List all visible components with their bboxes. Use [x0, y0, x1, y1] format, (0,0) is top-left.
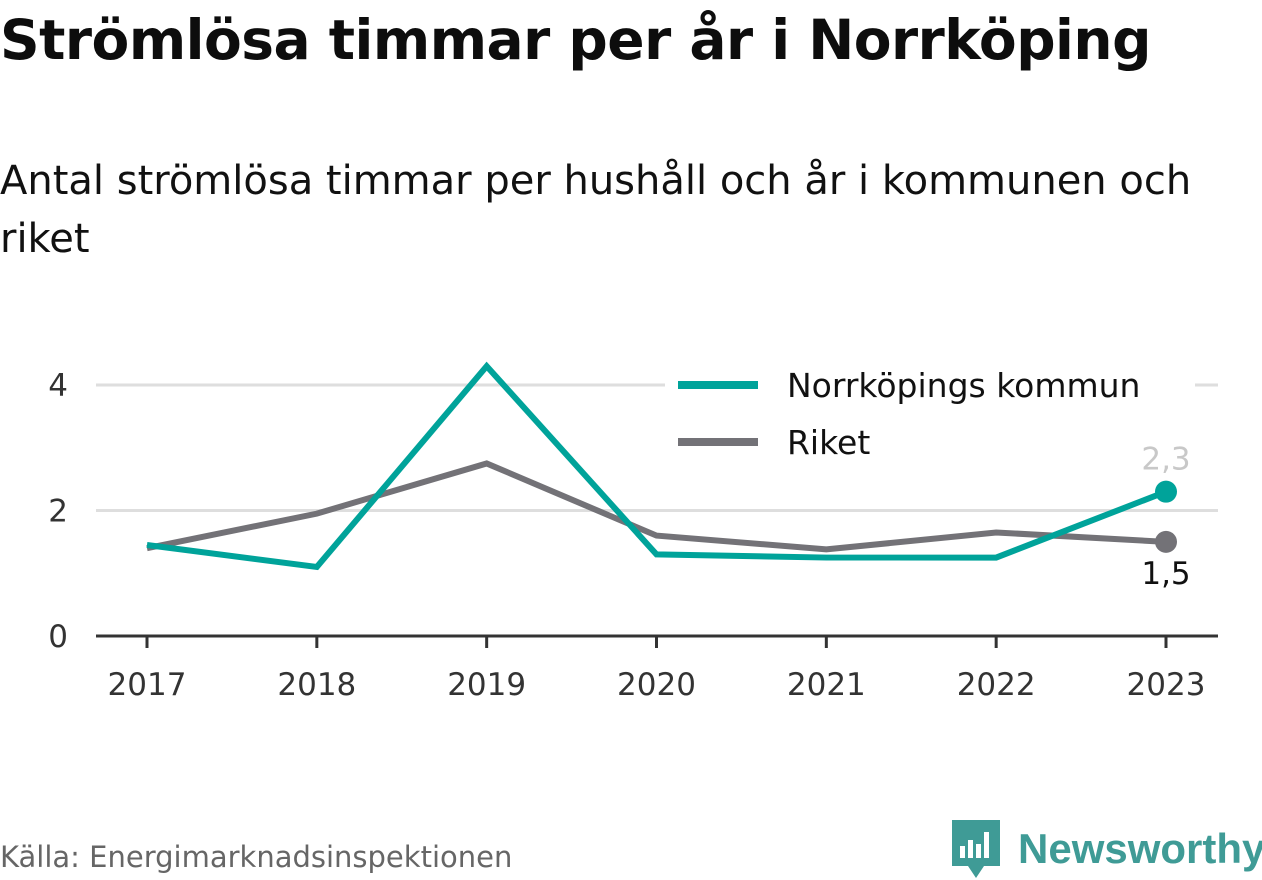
brand-name: Newsworthy [1018, 825, 1262, 872]
x-tick-label: 2020 [617, 667, 696, 703]
brand-logo: Newsworthy [950, 818, 1262, 880]
x-tick-label: 2018 [277, 667, 356, 703]
x-axis-ticks: 2017 2018 2019 2020 2021 2022 2023 [108, 636, 1206, 703]
end-point-riket [1155, 530, 1177, 553]
x-tick-label: 2022 [957, 667, 1036, 703]
x-tick-label: 2019 [447, 667, 526, 703]
x-tick-label: 2017 [108, 667, 187, 703]
chart-title: Strömlösa timmar per år i Norrköping [0, 8, 1151, 72]
data-label-norrkoping: 2,3 [1141, 442, 1190, 478]
data-labels: 2,3 1,5 [1141, 442, 1190, 592]
legend-background [665, 362, 1195, 472]
y-tick-label: 0 [48, 619, 68, 655]
series-lines [146, 361, 1177, 571]
y-tick-label: 2 [48, 494, 68, 530]
legend-label: Norrköpings kommun [787, 366, 1140, 405]
legend-label: Riket [787, 423, 870, 462]
end-point-norrkoping [1155, 480, 1177, 503]
chart-subtitle: Antal strömlösa timmar per hushåll och å… [0, 158, 1192, 262]
newsworthy-logo-icon [952, 820, 1000, 878]
data-label-riket: 1,5 [1141, 556, 1190, 592]
series-line-norrkoping [146, 361, 1168, 571]
y-tick-label: 4 [48, 368, 68, 404]
legend: Norrköpings kommun Riket [665, 362, 1195, 472]
series-line-riket [146, 460, 1167, 553]
y-axis-ticks: 0 2 4 [48, 368, 68, 655]
x-tick-label: 2021 [787, 667, 866, 703]
source-note: Källa: Energimarknadsinspektionen [0, 840, 513, 874]
x-tick-label: 2023 [1127, 667, 1206, 703]
